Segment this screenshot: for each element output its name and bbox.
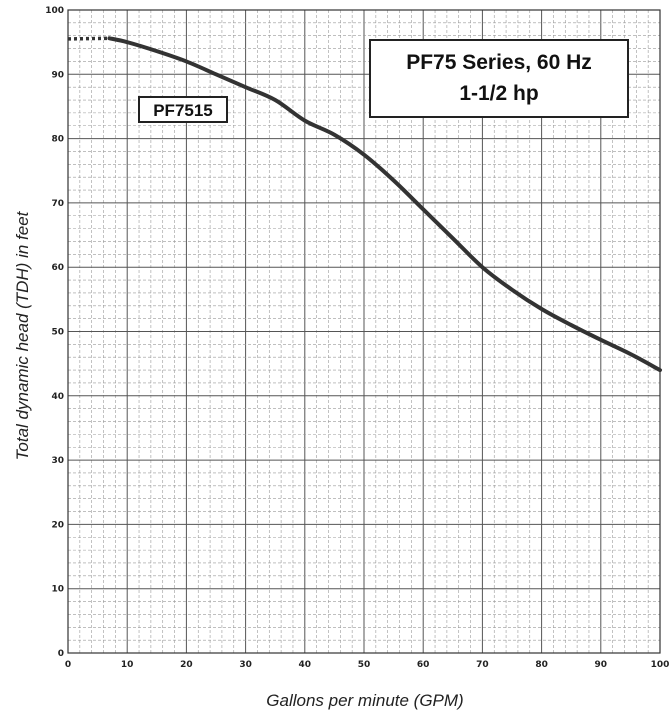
series-line-dotted bbox=[67, 36, 110, 41]
x-tick-label: 90 bbox=[595, 660, 608, 670]
y-tick-label: 30 bbox=[51, 456, 64, 466]
y-tick-label: 60 bbox=[51, 263, 64, 273]
y-tick-label: 50 bbox=[51, 328, 64, 338]
y-tick-label: 70 bbox=[51, 199, 64, 209]
y-axis-title: Total dynamic head (TDH) in feet bbox=[13, 210, 32, 460]
x-tick-label: 40 bbox=[299, 660, 312, 670]
y-tick-label: 80 bbox=[51, 135, 64, 145]
y-tick-label: 0 bbox=[58, 649, 64, 659]
y-tick-label: 20 bbox=[51, 520, 64, 530]
y-tick-label: 40 bbox=[51, 392, 64, 402]
series-label: PF7515 bbox=[153, 101, 213, 120]
x-tick-label: 100 bbox=[651, 660, 670, 670]
x-tick-label: 50 bbox=[358, 660, 371, 670]
x-axis-title: Gallons per minute (GPM) bbox=[266, 691, 463, 710]
x-tick-label: 60 bbox=[417, 660, 430, 670]
tick-labels: 0 10 20 30 40 50 60 70 80 90 100 0 10 20 30 40 50 60 70 80 9… bbox=[45, 6, 669, 670]
y-tick-label: 100 bbox=[45, 6, 64, 16]
x-tick-label: 30 bbox=[239, 660, 252, 670]
x-tick-label: 0 bbox=[65, 660, 71, 670]
chart-title: PF75 Series, 60 Hz bbox=[406, 51, 592, 74]
title-box: PF75 Series, 60 Hz 1-1/2 hp bbox=[369, 39, 629, 118]
plot-frame bbox=[67, 9, 661, 654]
x-tick-label: 20 bbox=[180, 660, 193, 670]
series-lines bbox=[67, 36, 662, 373]
x-tick-label: 80 bbox=[535, 660, 548, 670]
y-tick-label: 10 bbox=[51, 585, 64, 595]
y-tick-label: 90 bbox=[51, 70, 64, 80]
series-line bbox=[107, 36, 662, 373]
x-tick-label: 10 bbox=[121, 660, 134, 670]
chart-subtitle: 1-1/2 hp bbox=[459, 82, 538, 105]
series-label-box: PF7515 bbox=[138, 96, 228, 123]
x-tick-label: 70 bbox=[476, 660, 489, 670]
